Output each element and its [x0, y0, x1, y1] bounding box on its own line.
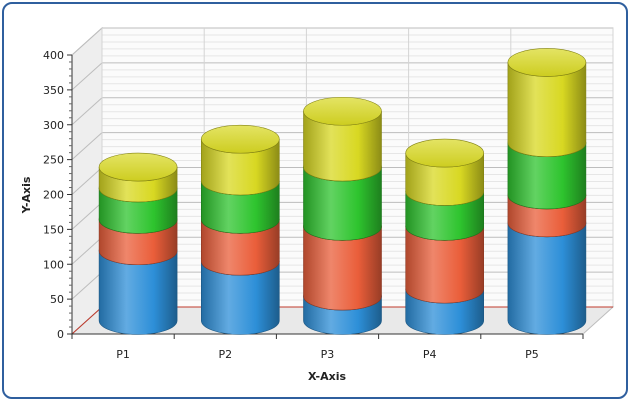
y-tick-label: 400	[43, 49, 64, 62]
x-tick-label: P5	[525, 348, 539, 361]
bar-segment-cap	[303, 96, 382, 126]
x-tick-label: P1	[116, 348, 130, 361]
y-tick-label: 200	[43, 189, 64, 202]
bar-stack	[98, 152, 178, 335]
zero-line-side	[71, 306, 103, 335]
grid-line-side	[71, 202, 103, 230]
bar-segment	[98, 152, 178, 203]
x-tick-label: P3	[321, 348, 335, 361]
grid-line-side	[71, 271, 103, 300]
y-tick-label: 0	[57, 328, 64, 341]
y-axis: 0 50 100 150 200 250 300 350 400	[43, 49, 73, 341]
bar-segment-cap	[507, 48, 587, 77]
bar-segment	[303, 96, 382, 182]
y-tick-label: 350	[43, 84, 64, 97]
bars	[98, 48, 587, 335]
y-tick-label: 150	[43, 223, 64, 236]
grid-line-side	[71, 132, 103, 160]
bar-stack	[303, 96, 382, 335]
y-tick-label: 300	[43, 119, 64, 132]
y-tick-label: 100	[43, 258, 64, 271]
bar-segment	[507, 48, 587, 157]
bar-stack	[405, 138, 485, 335]
bar-segment-cap	[405, 138, 485, 168]
y-axis-title: Y-Axis	[20, 176, 33, 214]
grid-line-side	[71, 167, 103, 195]
grid-line-side	[71, 62, 103, 91]
x-tick-label: P4	[423, 348, 437, 361]
x-tick-label: P2	[218, 348, 232, 361]
bar-stack	[507, 48, 587, 335]
x-axis: P1 P2 P3 P4 P5	[71, 333, 584, 361]
bar-segment-body	[507, 222, 587, 335]
bar-segment	[405, 138, 485, 206]
grid-line-side	[71, 236, 103, 265]
y-tick-label: 50	[50, 293, 64, 306]
grid-line-side	[71, 27, 103, 56]
bar-segment	[201, 124, 280, 196]
x-axis-title: X-Axis	[308, 370, 347, 383]
grid-line-side	[71, 97, 103, 126]
bar-segment-cap	[201, 124, 280, 154]
bar-segment-cap	[98, 152, 178, 182]
y-tick-label: 250	[43, 154, 64, 167]
bar-stack	[201, 124, 280, 335]
